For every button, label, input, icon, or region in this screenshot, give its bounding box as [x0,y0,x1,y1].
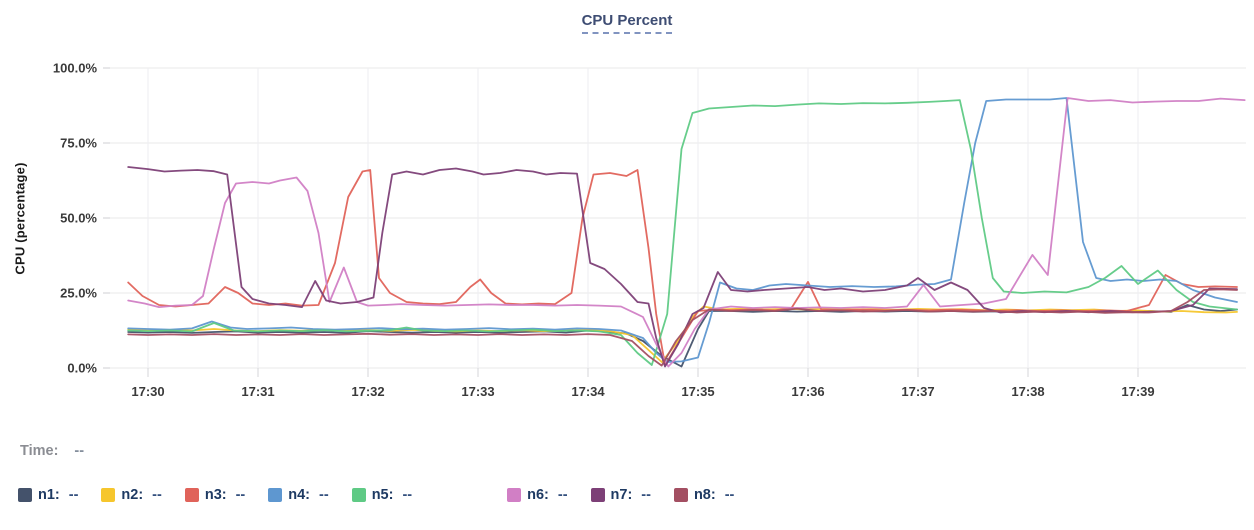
legend-swatch-n5 [351,488,366,502]
y-tick-label: 75.0% [60,136,97,151]
chart-title[interactable]: CPU Percent [0,12,1254,34]
legend-label-n3: n3: [204,487,227,503]
series-line-n8 [127,288,1238,367]
legend-label-n5: n5: [371,487,394,503]
legend-item-n7[interactable]: n7: -- [590,487,651,503]
y-tick-label: 100.0% [53,61,98,76]
legend-label-n8: n8: [693,487,716,503]
series-line-n5 [127,99,1238,366]
x-tick-label: 17:35 [681,384,714,399]
time-readout: Time: -- [20,443,84,459]
x-tick-label: 17:31 [241,384,274,399]
legend-value-n5: -- [402,487,413,503]
x-tick-label: 17:37 [901,384,934,399]
x-tick-label: 17:33 [461,384,494,399]
legend-label-n7: n7: [610,487,633,503]
legend-value-n8: -- [724,487,735,503]
x-tick-label: 17:32 [351,384,384,399]
x-tick-label: 17:36 [791,384,824,399]
legend-swatch-n6 [507,488,522,502]
cpu-chart[interactable]: 0.0% 25.0% 50.0% 75.0% 100.0% 17:30 17:31 17:32… [0,0,1254,425]
legend-value-n7: -- [641,487,651,503]
legend-swatch-n7 [590,488,605,502]
legend-label-n2: n2: [121,487,144,503]
legend-item-n4[interactable]: n4: -- [268,487,329,503]
legend-value-n2: -- [152,487,162,503]
y-tick-label: 0.0% [67,361,97,376]
legend-label-n6: n6: [527,487,549,503]
legend-value-n3: -- [235,487,246,503]
legend-value-n4: -- [319,487,329,503]
y-tick-label: 50.0% [60,211,97,226]
legend-value-n6: -- [557,487,568,503]
legend-swatch-n1 [18,488,32,502]
legend-swatch-n8 [673,488,688,502]
x-tick-label: 17:34 [571,384,605,399]
legend-value-n1: -- [68,487,79,503]
legend-item-n2[interactable]: n2: -- [101,487,162,503]
y-tick-label: 25.0% [60,286,97,301]
chart-title-text[interactable]: CPU Percent [581,12,673,34]
legend-item-n6[interactable]: n6: -- [507,487,568,503]
series-line-n4 [127,97,1238,363]
legend-item-n3[interactable]: n3: -- [184,487,246,503]
legend-swatch-n3 [184,488,199,502]
x-tick-label: 17:39 [1121,384,1154,399]
legend-item-n1[interactable]: n1: -- [18,487,78,503]
legend-label-n4: n4: [288,487,311,503]
chart-legend: n1: -- n2: -- n3: -- n4: -- n5: -- n6: -- n7: -- n8: -- [18,487,734,503]
x-tick-label: 17:38 [1011,384,1044,399]
legend-item-n8[interactable]: n8: -- [673,487,735,503]
legend-item-n5[interactable]: n5: -- [351,487,413,503]
x-tick-label: 17:30 [131,384,164,399]
legend-swatch-n2 [101,488,116,502]
legend-swatch-n4 [268,488,283,502]
time-label: Time: [20,443,59,459]
series-line-n7 [127,166,1238,368]
series-line-n3 [127,169,1238,366]
legend-label-n1: n1: [38,487,60,503]
series-line-n6 [127,97,1246,368]
time-value: -- [74,443,85,459]
